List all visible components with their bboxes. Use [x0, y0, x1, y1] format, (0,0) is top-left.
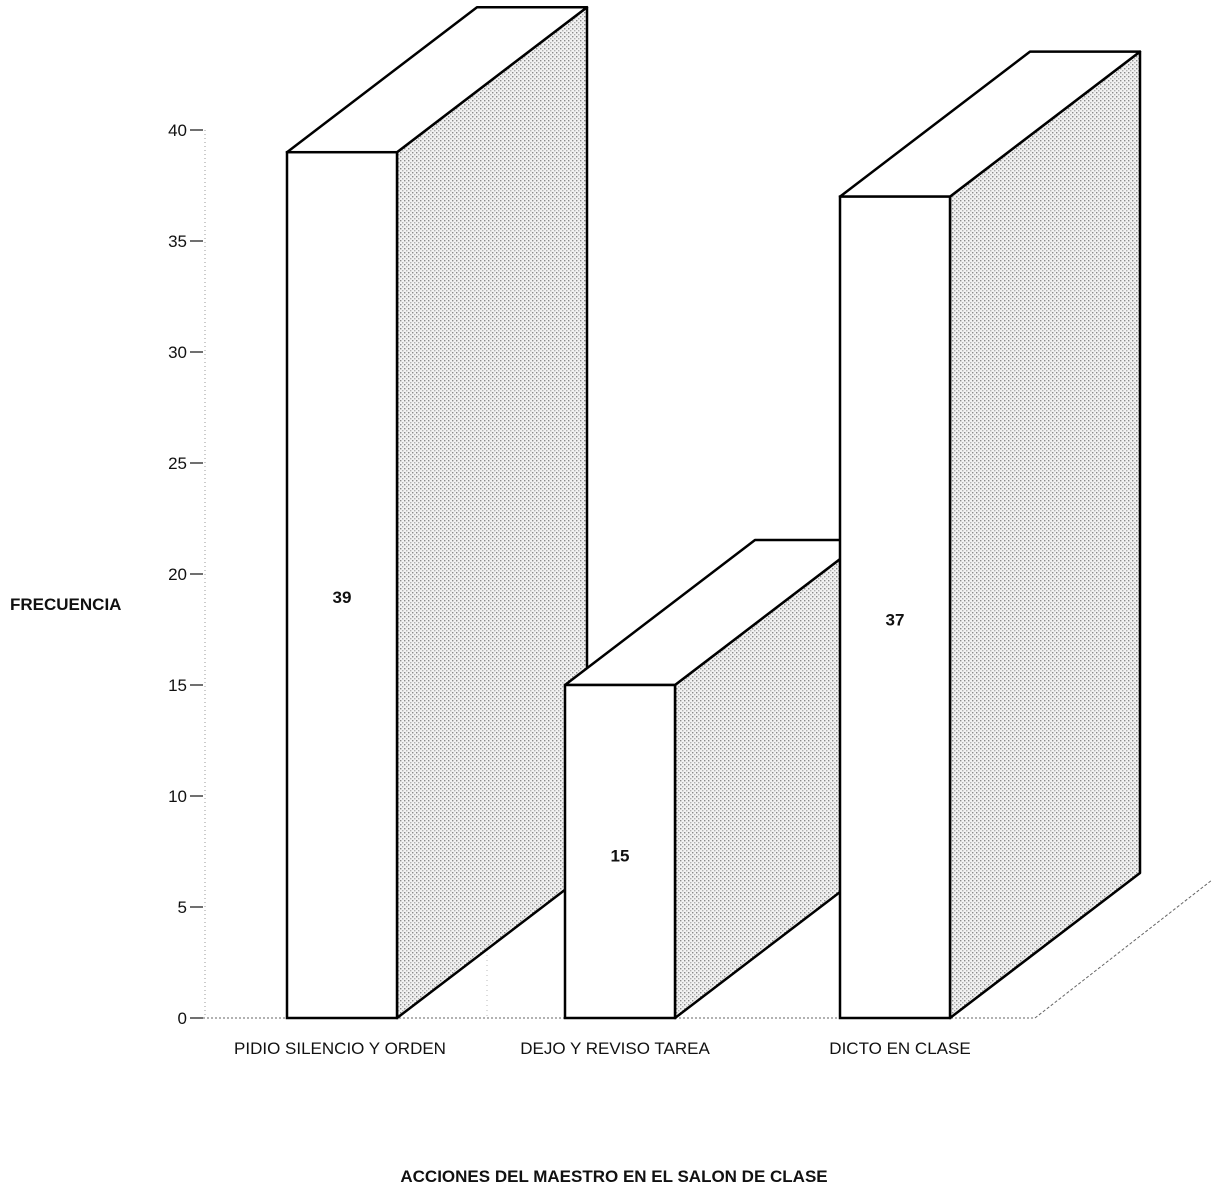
y-tick-label: 35	[168, 232, 187, 251]
y-tick-label: 10	[168, 787, 187, 806]
bar-value-label: 39	[333, 588, 352, 607]
y-tick-label: 25	[168, 454, 187, 473]
floor-right-edge	[1034, 879, 1213, 1019]
y-tick-label: 20	[168, 565, 187, 584]
bar-front-face	[563, 683, 677, 1020]
bar-front-face	[285, 150, 399, 1020]
category-label: PIDIO SILENCIO Y ORDEN	[234, 1039, 446, 1058]
category-label: DICTO EN CLASE	[829, 1039, 970, 1058]
bar-2: 15	[563, 538, 867, 1020]
bars: 39 15 37	[285, 5, 1142, 1020]
y-tick-label: 0	[178, 1009, 187, 1028]
y-tick-label: 30	[168, 343, 187, 362]
category-label: DEJO Y REVISO TAREA	[520, 1039, 710, 1058]
x-axis-title: ACCIONES DEL MAESTRO EN EL SALON DE CLAS…	[400, 1167, 827, 1186]
bar-front-face	[838, 195, 952, 1020]
bar-value-label: 15	[611, 846, 630, 865]
bar-3: 37	[838, 50, 1142, 1020]
bar-side-face	[395, 5, 589, 1020]
x-axis-labels: PIDIO SILENCIO Y ORDEN DEJO Y REVISO TARE…	[234, 1039, 971, 1058]
bar-1: 39	[285, 5, 589, 1020]
y-tick-label: 40	[168, 121, 187, 140]
y-tick-label: 5	[178, 898, 187, 917]
y-tick-label: 15	[168, 676, 187, 695]
y-axis: 0 5 10 15 20 25 30 35 40	[168, 121, 203, 1028]
bar-side-face	[948, 50, 1142, 1020]
y-axis-title: FRECUENCIA	[10, 595, 121, 614]
bar-value-label: 37	[886, 610, 905, 629]
